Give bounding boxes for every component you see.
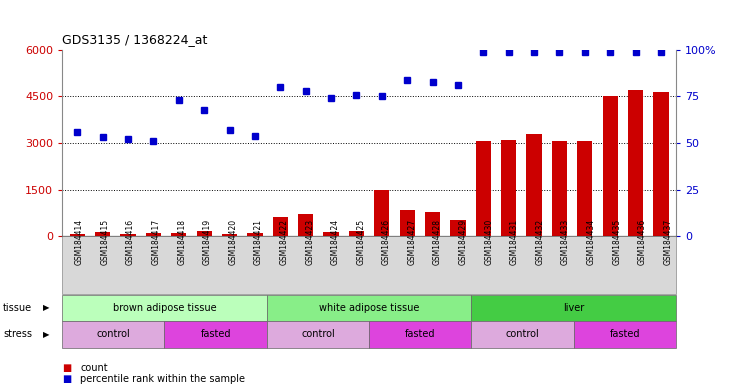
- Text: GSM184417: GSM184417: [152, 219, 161, 265]
- Bar: [526, 134, 542, 236]
- Text: GSM184419: GSM184419: [203, 219, 212, 265]
- Text: GSM184435: GSM184435: [612, 219, 621, 265]
- Text: count: count: [80, 363, 108, 373]
- Text: GSM184418: GSM184418: [178, 219, 186, 265]
- Text: GSM184423: GSM184423: [306, 219, 314, 265]
- Text: GSM184431: GSM184431: [510, 219, 519, 265]
- Text: stress: stress: [3, 329, 32, 339]
- Text: control: control: [96, 329, 130, 339]
- Text: GSM184421: GSM184421: [254, 219, 263, 265]
- Text: tissue: tissue: [3, 303, 32, 313]
- Bar: [602, 96, 618, 236]
- Bar: [197, 231, 212, 236]
- Bar: [450, 220, 466, 236]
- Text: fasted: fasted: [610, 329, 640, 339]
- Text: GSM184414: GSM184414: [75, 219, 84, 265]
- Bar: [577, 141, 592, 236]
- Bar: [69, 234, 85, 236]
- Text: fasted: fasted: [200, 329, 231, 339]
- Text: GSM184416: GSM184416: [126, 219, 135, 265]
- Text: GSM184430: GSM184430: [484, 219, 493, 265]
- Text: GSM184425: GSM184425: [357, 219, 366, 265]
- Text: GDS3135 / 1368224_at: GDS3135 / 1368224_at: [62, 33, 208, 46]
- Bar: [476, 141, 491, 236]
- Text: GSM184433: GSM184433: [561, 219, 570, 265]
- Text: ▶: ▶: [43, 303, 49, 312]
- Bar: [121, 234, 136, 236]
- Bar: [171, 233, 186, 236]
- Bar: [146, 233, 161, 236]
- Text: GSM184426: GSM184426: [382, 219, 391, 265]
- Text: liver: liver: [563, 303, 585, 313]
- Bar: [95, 232, 110, 236]
- Bar: [400, 210, 414, 236]
- Bar: [222, 234, 238, 236]
- Text: GSM184424: GSM184424: [330, 219, 340, 265]
- Bar: [247, 233, 262, 236]
- Bar: [628, 89, 643, 236]
- Text: GSM184427: GSM184427: [408, 219, 417, 265]
- Text: GSM184434: GSM184434: [586, 219, 596, 265]
- Text: brown adipose tissue: brown adipose tissue: [113, 303, 216, 313]
- Text: percentile rank within the sample: percentile rank within the sample: [80, 374, 246, 384]
- Bar: [324, 232, 338, 236]
- Text: ■: ■: [62, 374, 72, 384]
- Bar: [374, 190, 390, 236]
- Text: GSM184422: GSM184422: [280, 219, 289, 265]
- Bar: [552, 141, 567, 236]
- Bar: [273, 217, 288, 236]
- Text: control: control: [506, 329, 539, 339]
- Text: GSM184428: GSM184428: [433, 219, 442, 265]
- Text: ■: ■: [62, 363, 72, 373]
- Bar: [654, 91, 669, 236]
- Text: GSM184437: GSM184437: [664, 219, 673, 265]
- Bar: [501, 140, 516, 236]
- Text: GSM184429: GSM184429: [459, 219, 468, 265]
- Text: white adipose tissue: white adipose tissue: [319, 303, 420, 313]
- Text: GSM184420: GSM184420: [229, 219, 238, 265]
- Text: control: control: [301, 329, 335, 339]
- Text: GSM184415: GSM184415: [101, 219, 110, 265]
- Bar: [349, 231, 364, 236]
- Text: GSM184432: GSM184432: [535, 219, 545, 265]
- Text: fasted: fasted: [405, 329, 436, 339]
- Bar: [425, 212, 440, 236]
- Text: ▶: ▶: [43, 330, 49, 339]
- Text: GSM184436: GSM184436: [637, 219, 647, 265]
- Bar: [298, 214, 314, 236]
